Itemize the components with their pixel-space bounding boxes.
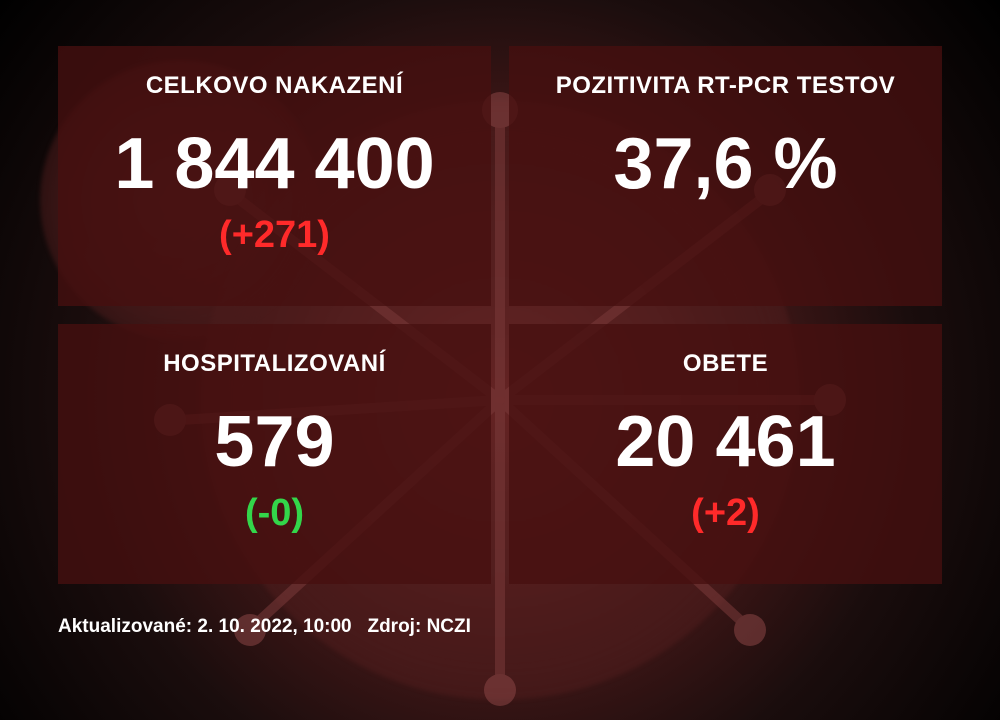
footer-source-value: NCZI	[427, 616, 471, 637]
card-infected-title: CELKOVO NAKAZENÍ	[146, 72, 403, 100]
dashboard: CELKOVO NAKAZENÍ 1 844 400 (+271) POZITI…	[0, 0, 1000, 720]
card-hospitalized-delta: (-0)	[245, 492, 304, 535]
card-hospitalized-title: HOSPITALIZOVANÍ	[163, 350, 386, 378]
card-hospitalized: HOSPITALIZOVANÍ 579 (-0)	[58, 324, 491, 584]
footer: Aktualizované: 2. 10. 2022, 10:00 Zdroj:…	[58, 616, 942, 638]
card-infected-delta: (+271)	[219, 214, 330, 257]
card-positivity-title: POZITIVITA RT-PCR TESTOV	[556, 72, 896, 100]
footer-updated-value: 2. 10. 2022, 10:00	[197, 616, 351, 637]
card-infected: CELKOVO NAKAZENÍ 1 844 400 (+271)	[58, 46, 491, 306]
card-deaths-delta: (+2)	[691, 492, 760, 535]
card-deaths-value: 20 461	[615, 406, 835, 478]
card-positivity-value: 37,6 %	[613, 128, 837, 200]
card-positivity: POZITIVITA RT-PCR TESTOV 37,6 %	[509, 46, 942, 306]
footer-updated-label: Aktualizované:	[58, 616, 192, 637]
card-deaths: OBETE 20 461 (+2)	[509, 324, 942, 584]
card-infected-value: 1 844 400	[114, 128, 434, 200]
card-deaths-title: OBETE	[683, 350, 768, 378]
stats-grid: CELKOVO NAKAZENÍ 1 844 400 (+271) POZITI…	[58, 46, 942, 584]
card-hospitalized-value: 579	[214, 406, 334, 478]
footer-source-label: Zdroj:	[367, 616, 421, 637]
